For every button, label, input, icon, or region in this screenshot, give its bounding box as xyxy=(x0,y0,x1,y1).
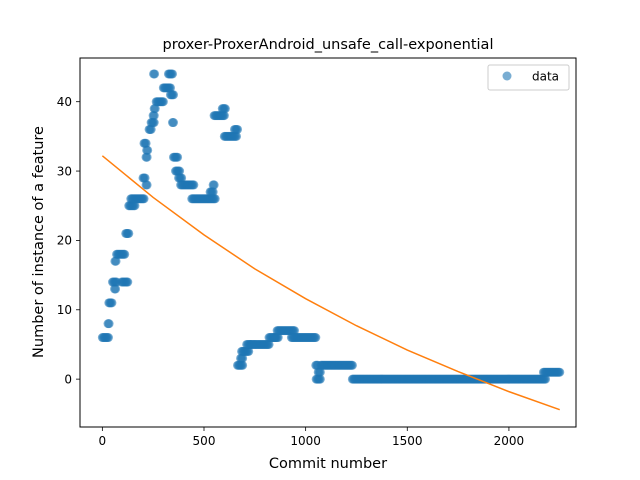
data-point xyxy=(158,97,168,107)
data-point xyxy=(347,360,357,370)
y-tick-label: 10 xyxy=(57,303,72,317)
data-point xyxy=(315,367,325,377)
data-point xyxy=(209,180,219,190)
legend-data-label: data xyxy=(532,70,559,84)
axes-layer: 0 500 1000 1500 2000 0 10 20 30 40 xyxy=(57,95,524,448)
data-point xyxy=(139,194,149,204)
data-point xyxy=(169,118,179,128)
y-axis-label: Number of instance of a feature xyxy=(31,126,47,358)
data-point xyxy=(238,360,248,370)
data-point xyxy=(173,152,183,162)
legend-box xyxy=(487,64,570,91)
data-point xyxy=(149,118,159,128)
plot-frame xyxy=(79,57,577,428)
data-point xyxy=(210,194,220,204)
y-tick-label: 40 xyxy=(57,95,72,109)
data-point xyxy=(141,138,151,148)
data-point xyxy=(111,256,121,266)
data-point xyxy=(146,124,156,134)
data-points-layer xyxy=(97,69,565,384)
data-point xyxy=(165,83,175,93)
y-tick-label: 20 xyxy=(57,234,72,248)
data-point xyxy=(232,131,242,141)
data-point xyxy=(208,187,218,197)
data-point xyxy=(149,111,159,121)
legend: data xyxy=(487,64,570,91)
data-point xyxy=(175,166,185,176)
data-point xyxy=(220,104,230,114)
data-point xyxy=(189,180,199,190)
data-point xyxy=(104,319,114,329)
x-axis-label: Commit number xyxy=(269,456,387,472)
data-point xyxy=(124,228,134,238)
x-tick-label: 500 xyxy=(193,434,216,448)
data-point xyxy=(142,152,152,162)
data-point xyxy=(123,277,133,287)
data-point xyxy=(264,339,274,349)
data-point xyxy=(111,284,121,294)
data-point xyxy=(169,90,179,100)
data-point xyxy=(541,374,551,384)
data-point xyxy=(219,111,229,121)
x-tick-label: 1000 xyxy=(290,434,321,448)
data-point xyxy=(289,326,299,336)
y-tick-label: 0 xyxy=(64,372,72,386)
data-point xyxy=(143,145,153,155)
data-point xyxy=(311,333,321,343)
data-point xyxy=(233,124,243,134)
data-point xyxy=(177,173,187,183)
legend-data-marker xyxy=(502,71,512,81)
data-point xyxy=(315,374,325,384)
x-tick-label: 0 xyxy=(99,434,107,448)
data-point xyxy=(238,353,248,363)
data-point xyxy=(140,173,150,183)
data-point xyxy=(120,249,130,259)
data-point xyxy=(167,69,177,79)
chart-title: proxer-ProxerAndroid_unsafe_call-exponen… xyxy=(163,37,494,53)
data-point xyxy=(107,298,117,308)
data-point xyxy=(142,180,152,190)
data-point xyxy=(130,201,140,211)
data-point xyxy=(150,69,160,79)
fit-line xyxy=(101,155,560,411)
data-point xyxy=(150,104,160,114)
data-point xyxy=(103,333,113,343)
y-tick-label: 30 xyxy=(57,164,72,178)
data-point xyxy=(244,346,254,356)
fit-line-layer xyxy=(101,155,560,411)
x-tick-label: 2000 xyxy=(494,434,525,448)
data-point xyxy=(273,333,283,343)
data-point xyxy=(555,367,565,377)
x-tick-label: 1500 xyxy=(392,434,423,448)
